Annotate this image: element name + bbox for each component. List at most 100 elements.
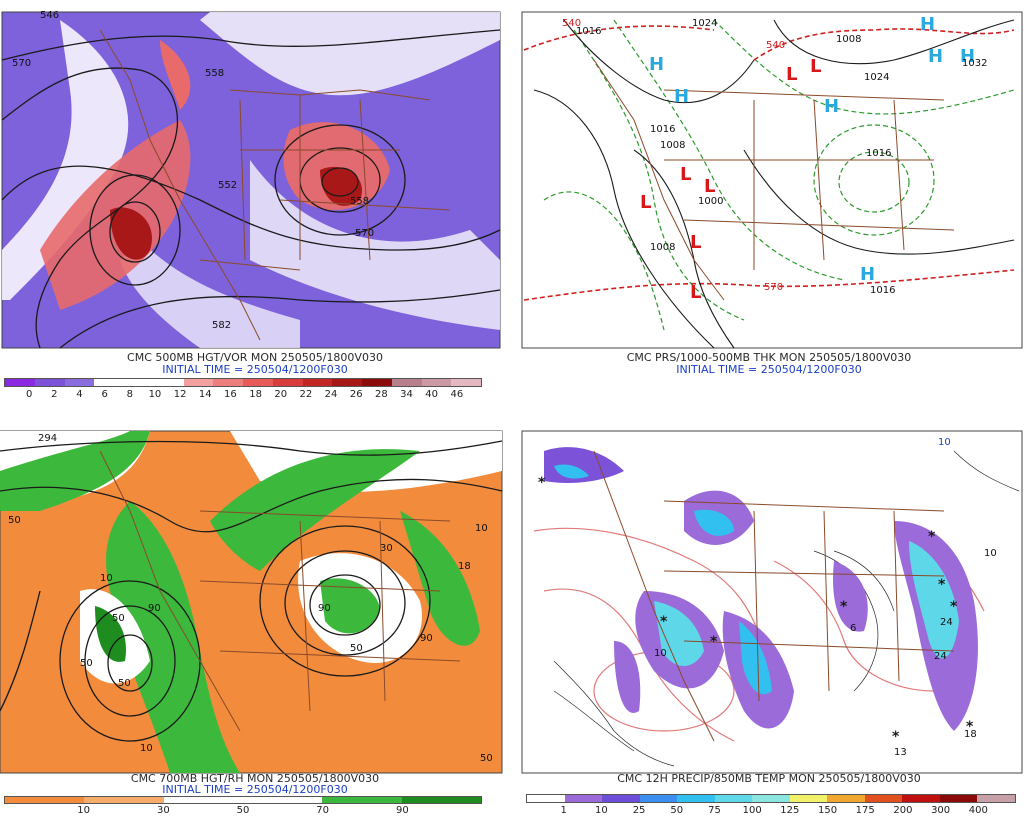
color-bar-swatch: [752, 795, 790, 802]
contour-label: 1016: [870, 285, 895, 296]
panel-init-time: INITIAL TIME = 250504/1200F030: [162, 363, 348, 376]
low-pressure-marker: L: [680, 164, 691, 185]
low-pressure-marker: L: [704, 176, 715, 197]
color-bar-tick-label: 30: [156, 805, 170, 816]
color-bar-swatch: [332, 379, 362, 386]
color-bar-swatch: [94, 379, 124, 386]
color-bar-tick-label: 22: [299, 389, 313, 400]
contour-label: 24: [940, 617, 953, 628]
color-bar-tick-label: 46: [450, 389, 464, 400]
color-bar-swatch: [64, 379, 95, 386]
contour-label: 50: [80, 658, 93, 669]
contour-label: 558: [350, 196, 369, 207]
color-bar-swatch: [451, 379, 481, 386]
contour-label: 10: [984, 548, 997, 559]
svg-text:*: *: [660, 614, 668, 630]
panel-500mb-vorticity: 546 570 558 552 570 582 558 CMC 500MB HG…: [0, 0, 510, 408]
color-bar-swatch: [322, 797, 402, 803]
panel-caption: CMC 700MB HGT/RH MON 250505/1800V030: [130, 772, 380, 785]
contour-label: 50: [480, 753, 493, 764]
high-pressure-marker: H: [674, 86, 689, 107]
contour-label: 50: [118, 678, 131, 689]
svg-text:*: *: [938, 577, 946, 593]
contour-label: 558: [205, 68, 224, 79]
color-bar-tick-label: 4: [76, 389, 83, 400]
vorticity-map: 546 570 558 552 570 582 558: [1, 10, 501, 349]
color-bar-swatch: [714, 795, 753, 802]
contour-label: 1024: [864, 72, 889, 83]
color-bar-tick-label: 25: [632, 805, 646, 816]
low-pressure-marker: L: [640, 192, 651, 213]
contour-label: 1032: [962, 58, 987, 69]
color-bar-swatch: [183, 379, 214, 386]
high-pressure-marker: H: [860, 264, 875, 285]
color-bar-tick-label: 28: [374, 389, 388, 400]
color-bar-swatch: [789, 795, 828, 802]
panel-init-time: INITIAL TIME = 250504/1200F030: [676, 363, 862, 376]
color-bar-tick-label: 26: [349, 389, 363, 400]
svg-text:*: *: [840, 599, 848, 615]
svg-text:*: *: [950, 599, 958, 615]
color-bar-tick-label: 300: [931, 805, 951, 816]
pressure-map: H H H H H H H L L L L L L L 540 1016 102…: [521, 11, 1023, 349]
high-pressure-marker: H: [960, 46, 975, 67]
contour-label: 13: [894, 747, 907, 758]
color-bar-swatch: [864, 795, 903, 802]
color-bar-swatch: [362, 379, 392, 386]
color-bar-swatch: [977, 795, 1015, 802]
high-pressure-marker: H: [824, 96, 839, 117]
color-bar-ticks: 1 10 25 50 75 100 125 150 175 200 300 400: [526, 805, 1016, 817]
contour-label: 1008: [836, 34, 861, 45]
contour-label: 10: [100, 573, 113, 584]
color-bar-swatch: [272, 379, 303, 386]
color-bar-swatch: [391, 379, 422, 386]
color-bar-tick-label: 0: [25, 389, 33, 400]
contour-label: 294: [38, 433, 57, 444]
humidity-map: 294 50 10 50 50 90 50 10 90 50 90 30 10 …: [0, 430, 503, 774]
contour-label: 570: [355, 228, 374, 239]
contour-label: 570: [12, 58, 31, 69]
color-bar-swatch: [827, 795, 865, 802]
color-bar-swatch: [124, 379, 154, 386]
color-bar-tick-label: 2: [51, 389, 58, 400]
svg-text:*: *: [966, 719, 974, 735]
color-bar-tick-label: 34: [400, 389, 413, 400]
contour-label: 90: [148, 603, 161, 614]
panel-caption: CMC 500MB HGT/VOR MON 250505/1800V030: [127, 351, 383, 364]
color-bar-swatch: [5, 379, 35, 386]
color-bar-tick-label: 70: [316, 805, 330, 816]
color-bar-tick-label: 90: [395, 805, 409, 816]
contour-label: 546: [40, 10, 59, 21]
color-bar-swatch: [421, 379, 452, 386]
high-pressure-marker: H: [920, 14, 935, 35]
contour-label: 24: [934, 651, 947, 662]
low-pressure-marker: L: [810, 56, 821, 77]
color-bar-tick-label: 1: [560, 805, 567, 816]
high-pressure-marker: H: [928, 46, 943, 67]
contour-label: 50: [112, 613, 125, 624]
contour-label: 30: [380, 543, 393, 554]
low-pressure-marker: L: [786, 64, 797, 85]
contour-label: 1000: [698, 196, 723, 207]
contour-label: 552: [218, 180, 237, 191]
panel-init-time: INITIAL TIME = 250504/1200F030: [162, 783, 348, 796]
color-bar-ticks: 0 2 4 6 8 10 12 14 16 18 20 22 24 26 28 34 40 46: [4, 389, 482, 401]
color-bar-tick-label: 75: [708, 805, 721, 816]
color-bar-swatch: [302, 379, 333, 386]
contour-label: 10: [475, 523, 488, 534]
color-bar-swatch: [939, 795, 978, 802]
contour-label: 1016: [650, 124, 675, 135]
contour-label: 1008: [660, 140, 685, 151]
color-bar-tick-label: 10: [595, 805, 608, 816]
color-bar-tick-label: 14: [198, 389, 212, 400]
color-bar-swatch: [163, 797, 243, 803]
color-bar-tick-label: 150: [817, 805, 838, 816]
svg-text:*: *: [892, 729, 900, 745]
precipitation-map: *** *** *** 10 6 24 13 18 10 24 10: [521, 430, 1023, 774]
contour-label: 1016: [866, 148, 891, 159]
contour-label: 570: [764, 282, 783, 293]
panel-700mb-humidity: 294 50 10 50 50 90 50 10 90 50 90 30 10 …: [0, 411, 510, 819]
color-bar-swatch: [242, 797, 323, 803]
color-bar-tick-label: 24: [324, 389, 338, 400]
low-pressure-marker: L: [690, 232, 701, 253]
